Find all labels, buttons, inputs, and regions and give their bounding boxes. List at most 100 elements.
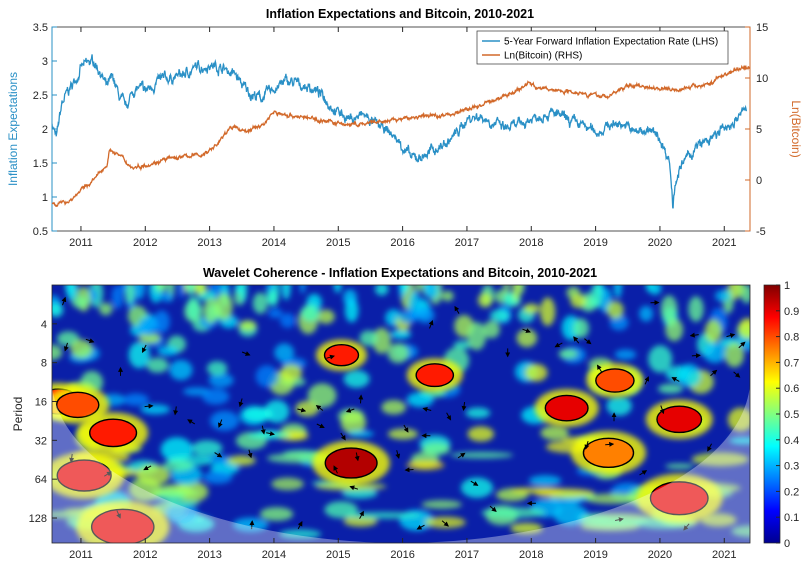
phase-arrow	[671, 377, 680, 382]
phase-arrow	[354, 452, 360, 462]
left-axis-label: Inflation Expectations	[6, 72, 20, 186]
legend: 5-Year Forward Inflation Expectation Rat…	[476, 30, 729, 65]
right-axis: -5 0 5 10 15	[745, 22, 768, 238]
period-tick-label: 128	[29, 513, 47, 525]
x-tick-label: 2019	[583, 549, 607, 561]
series-line-inflation	[52, 54, 748, 209]
phase-arrow	[446, 412, 452, 421]
phase-arrow	[340, 432, 346, 441]
colorbar-tick-label: 0.9	[784, 306, 799, 318]
phase-arrow	[260, 425, 266, 435]
phase-arrow	[689, 332, 699, 338]
cone-of-influence	[52, 285, 750, 543]
phase-arrow	[116, 510, 121, 519]
phase-arrow	[349, 485, 359, 491]
x-tick-label: 2016	[390, 549, 414, 561]
phase-arrow	[85, 338, 95, 343]
phase-arrow	[554, 342, 563, 348]
period-tick-label: 4	[41, 319, 47, 331]
x-tick-label: 2021	[712, 237, 736, 249]
colorbar-tick-label: 0.4	[784, 435, 799, 447]
coherence-region	[534, 389, 599, 428]
x-tick-label: 2018	[519, 237, 543, 249]
phase-arrow	[249, 520, 255, 530]
colorbar-tick-label: 0.7	[784, 357, 799, 369]
phase-arrow	[522, 328, 531, 333]
x-tick-label: 2021	[712, 549, 736, 561]
x-tick-label: 2011	[69, 237, 93, 249]
bottom-chart-title: Wavelet Coherence - Inflation Expectatio…	[203, 266, 597, 280]
phase-arrow	[454, 305, 460, 314]
x-tick-label: 2017	[455, 549, 479, 561]
phase-arrow	[241, 351, 251, 356]
phase-arrow	[173, 406, 179, 416]
right-tick-label: 10	[756, 73, 768, 85]
phase-arrow	[422, 407, 432, 412]
phase-arrow	[359, 510, 364, 519]
legend-entry-bitcoin: Ln(Bitcoin) (RHS)	[504, 51, 582, 62]
colorbar-tick-label: 0.8	[784, 332, 799, 344]
coherence-region	[52, 386, 110, 424]
wavelet-coherence-chart: Wavelet Coherence - Inflation Expectatio…	[11, 266, 799, 561]
colorbar-ticks: 0 0.1 0.2 0.3 0.4 0.5 0.6 0.7 0.8 0.9 1	[776, 280, 799, 550]
bottom-plot-area	[51, 284, 751, 544]
coherence-region	[645, 399, 713, 440]
coherence-region	[316, 339, 367, 371]
coherence-region	[586, 363, 644, 398]
left-tick-label: 3.5	[33, 22, 48, 34]
right-tick-label: -5	[756, 226, 766, 238]
bottom-x-axis: 2011 2012 2013 2014 2015 2016 2017 2018 2019 2020…	[69, 538, 737, 561]
phase-arrow	[470, 480, 479, 486]
phase-arrow	[247, 449, 253, 459]
colorbar-tick-label: 0.1	[784, 512, 799, 524]
colorbar-tick-label: 0.5	[784, 409, 799, 421]
phase-arrow	[297, 407, 307, 413]
left-tick-label: 1.5	[33, 158, 48, 170]
phase-arrow	[428, 319, 434, 329]
x-tick-label: 2020	[648, 237, 672, 249]
legend-entry-inflation: 5-Year Forward Inflation Expectation Rat…	[504, 37, 718, 48]
left-tick-label: 1	[42, 192, 48, 204]
coherence-region	[52, 452, 125, 499]
phase-arrow	[584, 440, 590, 450]
phase-arrow	[315, 404, 324, 411]
colorbar-tick-label: 0.6	[784, 383, 799, 395]
period-axis-label: Period	[11, 397, 25, 432]
right-axis-label: Ln(Bitcoin)	[789, 100, 803, 157]
phase-arrow	[395, 450, 401, 459]
x-tick-label: 2020	[648, 549, 672, 561]
phase-arrow	[63, 342, 69, 352]
top-line-chart: Inflation Expectations and Bitcoin, 2010…	[6, 7, 803, 249]
x-tick-label: 2016	[390, 237, 414, 249]
x-tick-label: 2013	[197, 237, 221, 249]
phase-arrow	[707, 443, 713, 452]
phase-arrow	[733, 371, 741, 378]
colorbar-tick-label: 0.3	[784, 461, 799, 473]
phase-arrow	[416, 524, 425, 530]
phase-arrow	[218, 419, 223, 428]
phase-arrows	[61, 296, 746, 531]
top-x-axis: 2011 2012 2013 2014 2015 2016 2017 2018 2019 2020…	[69, 27, 737, 249]
colorbar-tick-label: 0	[784, 538, 790, 550]
coherence-region	[636, 473, 723, 523]
x-tick-label: 2018	[519, 549, 543, 561]
period-tick-label: 32	[35, 435, 47, 447]
coherence-region	[406, 358, 463, 393]
x-tick-label: 2015	[326, 549, 350, 561]
phase-arrow	[266, 431, 275, 436]
phase-arrow	[461, 402, 467, 411]
phase-arrow	[142, 344, 147, 353]
high-coherence-regions	[52, 339, 723, 543]
left-tick-label: 3	[42, 56, 48, 68]
top-chart-title: Inflation Expectations and Bitcoin, 2010…	[266, 7, 534, 21]
phase-arrow	[614, 517, 624, 523]
phase-arrow	[238, 398, 244, 408]
coherence-region	[312, 440, 390, 486]
period-axis: 4 8 16 32 64 128	[29, 319, 57, 525]
phase-arrow	[683, 523, 690, 531]
phase-arrow	[644, 376, 650, 385]
x-tick-label: 2014	[262, 237, 286, 249]
phase-arrow	[214, 452, 223, 458]
phase-arrow	[573, 336, 580, 344]
right-tick-label: 5	[756, 124, 762, 136]
